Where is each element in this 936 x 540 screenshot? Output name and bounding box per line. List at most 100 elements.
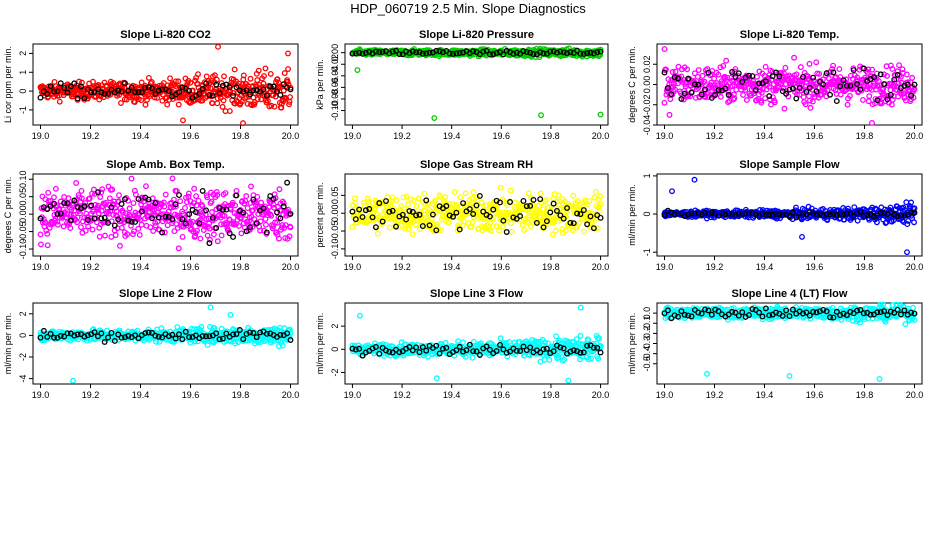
x-tick-label: 19.4 <box>443 390 461 400</box>
data-point <box>214 100 221 107</box>
y-tick-label: 0.00 <box>18 205 28 223</box>
outlier-point <box>691 176 698 183</box>
reference-point <box>74 95 81 102</box>
reference-point <box>230 234 237 240</box>
data-point <box>162 191 169 198</box>
data-point <box>226 108 233 115</box>
data-point <box>873 70 880 77</box>
data-point <box>42 219 49 226</box>
data-point <box>459 339 466 346</box>
reference-point <box>708 94 715 101</box>
data-point <box>203 73 210 80</box>
data-point <box>128 175 135 182</box>
data-point <box>238 98 245 105</box>
reference-point <box>284 179 291 186</box>
data-point <box>847 92 853 99</box>
data-point <box>580 228 587 235</box>
data-point <box>743 97 750 104</box>
data-point <box>260 84 266 91</box>
x-tick-label: 20.0 <box>906 262 924 272</box>
y-tick-label: 0 <box>330 347 340 352</box>
page-title: HDP_060719 2.5 Min. Slope Diagnostics <box>350 1 586 16</box>
data-point <box>478 199 485 206</box>
data-point <box>231 66 238 73</box>
reference-point <box>176 89 182 96</box>
y-tick-label: -0.05 <box>18 221 28 242</box>
reference-point <box>908 92 915 99</box>
reference-point <box>584 50 591 57</box>
reference-point <box>94 86 101 93</box>
data-point <box>44 242 51 249</box>
reference-point <box>493 50 500 56</box>
reference-point <box>47 83 54 90</box>
reference-point <box>820 81 827 88</box>
y-axis-label: degrees C per min. <box>627 46 637 123</box>
reference-point <box>280 203 287 210</box>
data-point <box>210 231 217 238</box>
data-point <box>51 194 57 201</box>
data-point <box>167 75 174 82</box>
x-tick-label: 20.0 <box>592 131 610 141</box>
reference-point <box>688 89 695 96</box>
data-point <box>816 70 823 77</box>
reference-point <box>233 84 240 91</box>
reference-point <box>213 81 220 88</box>
data-point <box>684 66 691 73</box>
data-point <box>248 183 254 190</box>
x-tick-label: 19.8 <box>232 262 250 272</box>
data-point <box>73 180 80 186</box>
data-point <box>45 189 52 196</box>
panel-title: Slope Line 2 Flow <box>119 288 212 300</box>
x-tick-label: 19.8 <box>856 390 874 400</box>
data-point <box>386 224 393 231</box>
data-point <box>807 104 814 111</box>
reference-point <box>540 50 547 57</box>
data-point <box>791 54 798 61</box>
reference-point <box>789 85 796 92</box>
reference-point <box>122 80 128 87</box>
data-point <box>766 83 772 90</box>
data-point <box>260 80 267 87</box>
data-point <box>829 66 836 73</box>
y-tick-label: -0.04 <box>642 115 652 136</box>
reference-point <box>550 48 557 55</box>
x-tick-label: 19.0 <box>344 390 362 400</box>
reference-point <box>830 69 837 76</box>
reference-point <box>887 91 894 98</box>
data-point <box>507 187 514 194</box>
reference-point <box>513 49 520 56</box>
reference-point <box>199 187 206 194</box>
data-point <box>78 187 85 194</box>
outlier-point <box>904 249 910 256</box>
reference-point <box>769 73 776 80</box>
x-tick-label: 19.2 <box>82 390 100 400</box>
reference-point <box>722 85 729 92</box>
reference-point <box>230 92 237 99</box>
outlier-point <box>565 377 572 384</box>
outlier-point <box>356 312 363 319</box>
reference-point <box>115 87 122 94</box>
data-point <box>860 96 866 103</box>
outlier-point <box>240 120 246 127</box>
data-point <box>665 76 672 83</box>
reference-point <box>503 229 510 235</box>
reference-point <box>359 50 366 57</box>
data-point <box>797 64 804 71</box>
reference-point <box>206 92 213 99</box>
outlier-point <box>70 377 76 384</box>
data-point <box>695 84 702 91</box>
reference-point <box>159 86 166 93</box>
data-point <box>691 70 698 77</box>
reference-point <box>135 89 142 96</box>
reference-point <box>490 51 497 58</box>
data-point <box>895 80 902 87</box>
outlier-point <box>869 120 875 126</box>
data-point <box>836 66 843 73</box>
data-point <box>762 63 769 70</box>
reference-point <box>81 95 88 102</box>
reference-point <box>446 50 453 57</box>
data-point <box>138 221 145 228</box>
